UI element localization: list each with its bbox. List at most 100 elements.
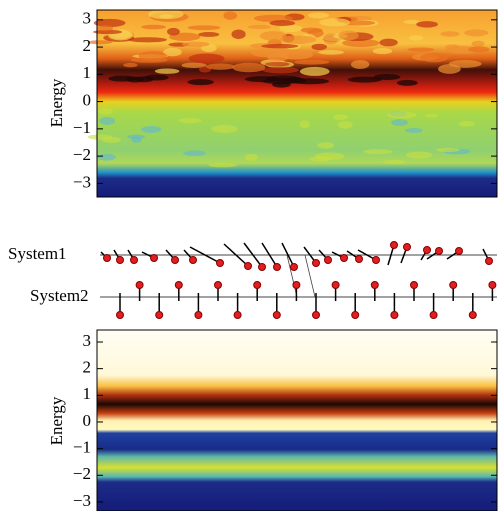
- texture: [319, 18, 351, 27]
- heatmap-bottom: [97, 330, 497, 511]
- texture: [435, 147, 460, 152]
- spin-head: [351, 311, 360, 319]
- y-tick-label: −3: [73, 491, 91, 510]
- texture: [163, 47, 182, 57]
- system-label: System2: [30, 286, 89, 305]
- link: [286, 254, 298, 298]
- spin-head: [233, 311, 242, 319]
- texture: [317, 142, 335, 149]
- texture: [141, 126, 162, 134]
- texture: [244, 153, 258, 162]
- heatmap-texture: [87, 9, 490, 168]
- texture: [167, 27, 180, 36]
- texture: [131, 136, 142, 143]
- texture: [187, 25, 221, 31]
- texture: [188, 53, 225, 64]
- texture: [99, 116, 116, 125]
- texture: [338, 30, 359, 41]
- spin-head: [435, 247, 443, 255]
- texture: [337, 120, 353, 129]
- texture: [198, 31, 220, 37]
- spin: [223, 243, 249, 267]
- texture: [261, 43, 299, 49]
- y-label: Energy: [47, 396, 66, 445]
- y-tick-label: 0: [83, 90, 92, 109]
- y-tick-label: −1: [73, 118, 91, 137]
- texture: [279, 35, 317, 44]
- texture: [396, 79, 418, 86]
- texture: [178, 117, 202, 124]
- y-tick-label: −1: [73, 438, 91, 457]
- texture: [205, 63, 235, 70]
- texture: [97, 25, 114, 32]
- texture: [391, 119, 409, 126]
- spin-head: [216, 259, 224, 267]
- texture: [293, 59, 330, 65]
- spin-head: [130, 256, 138, 264]
- spin-head: [410, 281, 418, 289]
- spin-head: [292, 281, 301, 289]
- spin-head: [214, 281, 222, 289]
- y-tick-label: 1: [83, 384, 92, 403]
- texture: [387, 111, 417, 119]
- system-label: System1: [8, 244, 67, 263]
- texture: [440, 31, 460, 37]
- y-tick-label: 3: [83, 9, 92, 28]
- y-tick-label: 2: [83, 36, 92, 55]
- texture: [311, 43, 327, 51]
- texture: [403, 19, 420, 24]
- texture: [299, 120, 310, 129]
- spin-head: [103, 254, 111, 262]
- spin-head: [258, 263, 266, 271]
- y-tick-label: −2: [73, 464, 91, 483]
- texture: [416, 21, 438, 28]
- texture: [299, 66, 330, 76]
- texture: [300, 27, 323, 33]
- spin-head: [273, 263, 281, 271]
- texture: [183, 150, 206, 157]
- spin-head: [116, 311, 124, 319]
- texture: [382, 160, 406, 165]
- spin-head: [189, 256, 197, 264]
- spin-head: [403, 243, 411, 251]
- spin-head: [272, 311, 281, 319]
- spin-head: [290, 263, 298, 271]
- y-tick-label: −2: [73, 145, 91, 164]
- texture: [344, 20, 376, 26]
- spin-head: [331, 281, 340, 289]
- texture: [373, 74, 401, 81]
- texture: [265, 61, 290, 67]
- spin-head: [468, 311, 477, 319]
- spin-head: [174, 281, 183, 289]
- texture: [272, 81, 291, 88]
- texture: [438, 64, 461, 74]
- texture: [468, 46, 490, 53]
- texture: [471, 40, 485, 48]
- texture: [259, 31, 287, 41]
- texture: [372, 47, 393, 55]
- spin-head: [155, 311, 164, 319]
- spin-head: [390, 311, 399, 319]
- spin-head: [194, 311, 203, 319]
- spin: [261, 242, 278, 268]
- texture: [87, 40, 113, 45]
- texture: [405, 127, 423, 133]
- texture: [458, 120, 475, 127]
- texture: [101, 136, 121, 143]
- texture: [333, 114, 349, 121]
- texture: [379, 38, 398, 47]
- spin-head: [135, 281, 144, 289]
- link: [304, 254, 316, 298]
- texture: [405, 151, 433, 159]
- texture: [123, 62, 138, 68]
- texture: [420, 52, 449, 63]
- texture: [92, 29, 123, 35]
- y-tick-label: 3: [83, 331, 92, 350]
- y-tick-label: 2: [83, 358, 92, 377]
- spin-head: [244, 262, 252, 270]
- texture: [284, 77, 307, 84]
- spin: [281, 242, 295, 268]
- texture: [262, 66, 300, 74]
- spin-head: [116, 256, 124, 264]
